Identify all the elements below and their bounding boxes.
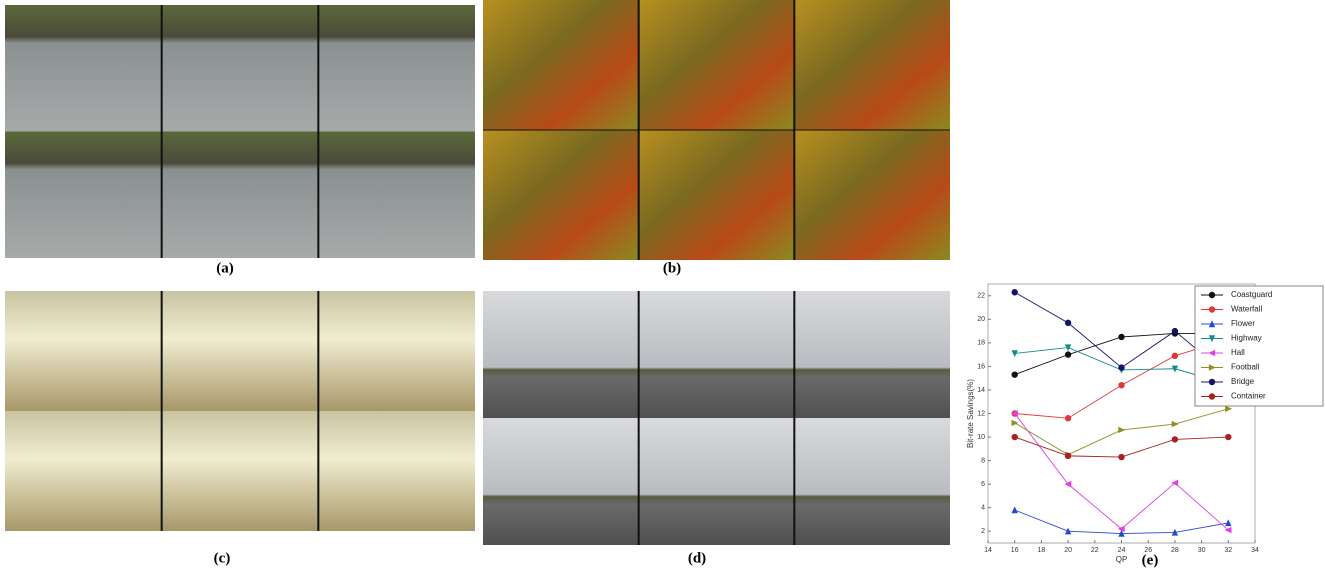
marker [1172, 421, 1179, 427]
legend-label: Coastguard [1231, 290, 1272, 299]
marker [1225, 406, 1232, 412]
x-tick-label: 14 [984, 547, 992, 554]
x-axis-label: QP [1116, 555, 1128, 564]
photo-tile [162, 132, 319, 259]
legend-label: Highway [1231, 334, 1262, 343]
photo-tile [639, 130, 795, 260]
photo-tile [318, 132, 475, 259]
x-tick-label: 18 [1038, 547, 1046, 554]
legend-label: Football [1231, 363, 1260, 372]
y-tick-label: 8 [981, 457, 985, 464]
marker [1012, 289, 1018, 295]
photo-tile [483, 130, 639, 260]
x-tick-label: 32 [1224, 547, 1232, 554]
marker [1065, 351, 1071, 357]
y-tick-label: 20 [977, 316, 985, 323]
marker [1012, 506, 1018, 513]
x-tick-label: 16 [1011, 547, 1019, 554]
photo-tile [318, 411, 475, 531]
marker [1118, 454, 1124, 460]
photo-tile [318, 291, 475, 411]
marker [1209, 379, 1215, 385]
marker [1209, 306, 1215, 312]
legend-label: Container [1231, 392, 1266, 401]
photo-tile [5, 411, 162, 531]
legend-label: Bridge [1231, 377, 1255, 386]
photo-tile [794, 291, 950, 418]
marker [1172, 353, 1178, 359]
marker [1225, 434, 1231, 440]
x-tick-label: 20 [1064, 547, 1072, 554]
y-tick-label: 4 [981, 505, 985, 512]
photo-panels [5, 0, 950, 545]
x-tick-label: 24 [1118, 547, 1126, 554]
marker [1118, 364, 1124, 370]
marker [1012, 350, 1018, 357]
photo-tile [5, 5, 162, 132]
y-tick-label: 2 [981, 528, 985, 535]
x-tick-label: 22 [1091, 547, 1099, 554]
panel-caption: (e) [1142, 552, 1159, 568]
photo-tile [318, 5, 475, 132]
x-tick-label: 30 [1198, 547, 1206, 554]
marker [1012, 420, 1019, 426]
marker [1118, 382, 1124, 388]
legend-label: Hall [1231, 348, 1245, 357]
marker [1012, 434, 1018, 440]
marker [1065, 453, 1071, 459]
x-tick-label: 34 [1251, 547, 1259, 554]
photo-tile [639, 418, 795, 545]
photo-tile [162, 411, 319, 531]
photo-tile [639, 291, 795, 418]
marker [1225, 519, 1231, 526]
photo-tile [794, 418, 950, 545]
marker [1172, 328, 1178, 334]
marker [1012, 371, 1018, 377]
x-tick-label: 28 [1171, 547, 1179, 554]
y-axis-label: Bit-rate Savings(%) [966, 379, 975, 448]
marker [1065, 415, 1071, 421]
marker [1065, 320, 1071, 326]
legend-label: Flower [1231, 319, 1255, 328]
x-tick-label: 26 [1144, 547, 1152, 554]
marker [1118, 427, 1125, 433]
y-tick-label: 12 [977, 410, 985, 417]
figure: (a) (b) (c) (d) (e) 14161820222426283032… [0, 0, 1325, 573]
panel-caption: (a) [216, 260, 234, 276]
photo-tile [5, 291, 162, 411]
photo-tile [794, 130, 950, 260]
photo-tile [5, 132, 162, 259]
panel-caption: (d) [688, 550, 706, 566]
marker [1064, 481, 1071, 487]
y-tick-label: 18 [977, 340, 985, 347]
y-tick-label: 6 [981, 481, 985, 488]
marker [1209, 393, 1215, 399]
legend-label: Waterfall [1231, 305, 1262, 314]
marker [1209, 292, 1215, 298]
photo-tile [794, 0, 950, 130]
y-tick-label: 22 [977, 293, 985, 300]
photo-tile [639, 0, 795, 130]
panel-caption: (b) [663, 260, 681, 276]
photo-tile [162, 291, 319, 411]
y-tick-label: 10 [977, 434, 985, 441]
marker [1118, 334, 1124, 340]
photo-tile [162, 5, 319, 132]
series-line [1015, 409, 1229, 455]
y-tick-label: 16 [977, 363, 985, 370]
photo-tile [483, 0, 639, 130]
page: {"panels": ["(a)", "(b)", "(c)", "(d)", … [0, 0, 1325, 573]
panel-caption: (c) [214, 550, 231, 566]
photo-tile [483, 418, 639, 545]
marker [1172, 436, 1178, 442]
y-tick-label: 14 [977, 387, 985, 394]
photo-tile [483, 291, 639, 418]
